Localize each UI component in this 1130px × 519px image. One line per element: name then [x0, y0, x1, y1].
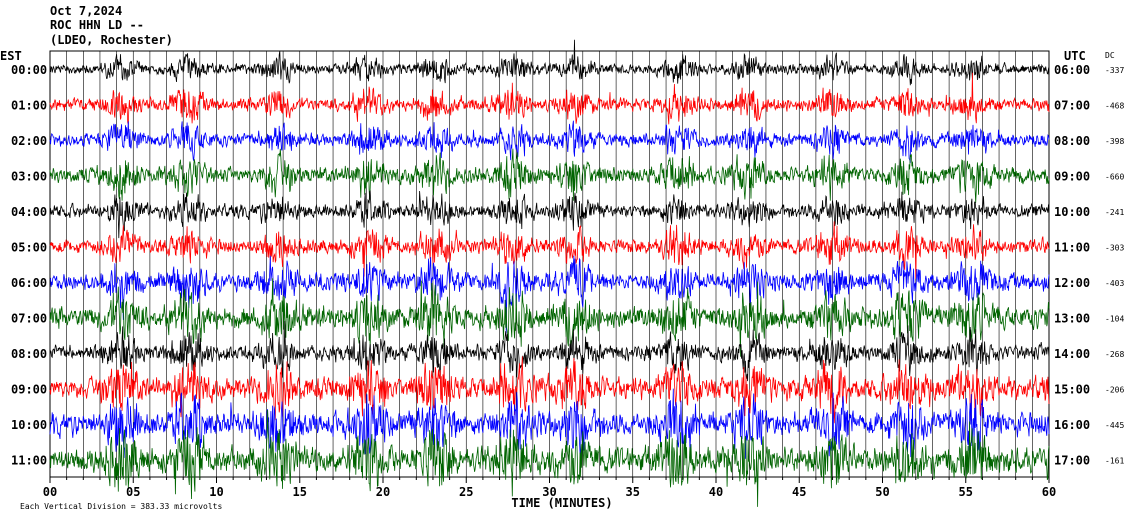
est-tick-label: 05:00 [11, 241, 47, 255]
x-tick-label: 35 [626, 485, 640, 499]
trace-row [49, 39, 1050, 86]
trace-row [49, 356, 1050, 424]
x-tick-label: 05 [126, 485, 140, 499]
x-tick-label: 50 [875, 485, 889, 499]
dc-offset-label: -104 [1105, 315, 1124, 324]
est-tick-label: 00:00 [11, 63, 47, 77]
trace-row [49, 388, 1050, 459]
x-tick-label: 25 [459, 485, 473, 499]
x-tick-label: 60 [1042, 485, 1056, 499]
x-axis-label: TIME (MINUTES) [511, 496, 612, 510]
dc-offset-label: -241 [1105, 208, 1124, 217]
dc-offset-label: -303 [1105, 244, 1124, 253]
x-tick-label: 10 [209, 485, 223, 499]
utc-tick-label: 08:00 [1054, 134, 1090, 148]
utc-tick-label: 10:00 [1054, 205, 1090, 219]
trace-row [49, 320, 1050, 382]
trace-row [49, 72, 1050, 125]
dc-offset-label: -403 [1105, 279, 1124, 288]
trace-group [49, 39, 1050, 507]
utc-tick-label: 07:00 [1054, 99, 1090, 113]
dc-offset-label: -268 [1105, 350, 1124, 359]
est-tick-label: 03:00 [11, 170, 47, 184]
network-label: (LDEO, Rochester) [50, 33, 173, 47]
trace-row [49, 190, 1050, 239]
axis-labels: 00:00 06:00 -337 01:00 07:00 -468 02:00 08:00 -3… [0, 49, 1124, 511]
utc-tick-label: 12:00 [1054, 276, 1090, 290]
est-tick-label: 08:00 [11, 347, 47, 361]
trace-row [49, 120, 1050, 163]
trace-row [49, 278, 1050, 357]
est-tick-label: 09:00 [11, 383, 47, 397]
x-tick-label: 15 [293, 485, 307, 499]
est-tick-label: 01:00 [11, 99, 47, 113]
trace-row [49, 255, 1050, 334]
dc-offset-label: -206 [1105, 386, 1124, 395]
est-tick-label: 02:00 [11, 134, 47, 148]
dc-offset-label: -445 [1105, 421, 1124, 430]
dc-offset-label: -468 [1105, 102, 1124, 111]
x-tick-label: 30 [542, 485, 556, 499]
trace-row [49, 409, 1050, 507]
right-axis-label: UTC [1064, 49, 1086, 63]
dc-header-label: DC [1105, 51, 1115, 60]
utc-tick-label: 15:00 [1054, 383, 1090, 397]
x-tick-label: 55 [959, 485, 973, 499]
x-tick-label: 40 [709, 485, 723, 499]
est-tick-label: 06:00 [11, 276, 47, 290]
dc-offset-label: -398 [1105, 137, 1124, 146]
utc-tick-label: 13:00 [1054, 312, 1090, 326]
x-tick-label: 00 [43, 485, 57, 499]
trace-row [49, 221, 1050, 279]
dc-offset-label: -337 [1105, 66, 1124, 75]
x-tick-label: 45 [792, 485, 806, 499]
station-label: ROC HHN LD -- [50, 18, 144, 32]
est-tick-label: 07:00 [11, 312, 47, 326]
x-tick-label: 20 [376, 485, 390, 499]
date-label: Oct 7,2024 [50, 4, 123, 18]
left-axis-label: EST [0, 49, 22, 63]
est-tick-label: 10:00 [11, 418, 47, 432]
utc-tick-label: 06:00 [1054, 63, 1090, 77]
utc-tick-label: 09:00 [1054, 170, 1090, 184]
est-tick-label: 11:00 [11, 454, 47, 468]
utc-tick-label: 16:00 [1054, 418, 1090, 432]
dc-offset-label: -660 [1105, 173, 1124, 182]
dc-offset-label: -161 [1105, 457, 1124, 466]
scale-note: Each Vertical Division = 383.33 microvol… [20, 502, 222, 511]
utc-tick-label: 14:00 [1054, 347, 1090, 361]
chart-grid [49, 50, 1050, 483]
utc-tick-label: 11:00 [1054, 241, 1090, 255]
trace-row [49, 148, 1050, 203]
utc-tick-label: 17:00 [1054, 454, 1090, 468]
est-tick-label: 04:00 [11, 205, 47, 219]
